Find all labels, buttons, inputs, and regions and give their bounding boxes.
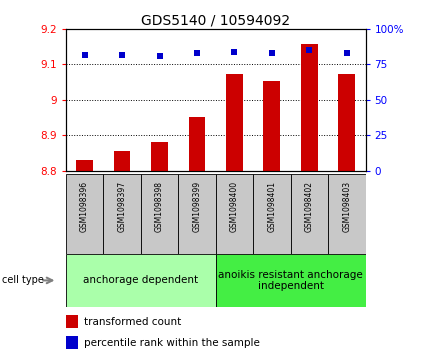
Text: transformed count: transformed count <box>84 317 181 327</box>
Text: GSM1098396: GSM1098396 <box>80 181 89 232</box>
Text: anoikis resistant anchorage
independent: anoikis resistant anchorage independent <box>218 270 363 291</box>
Bar <box>66 174 103 254</box>
Title: GDS5140 / 10594092: GDS5140 / 10594092 <box>141 14 290 28</box>
Point <box>119 52 125 57</box>
Text: GSM1098397: GSM1098397 <box>118 181 127 232</box>
Bar <box>76 160 93 171</box>
Text: GSM1098402: GSM1098402 <box>305 181 314 232</box>
Text: percentile rank within the sample: percentile rank within the sample <box>84 338 260 347</box>
Point <box>269 50 275 56</box>
Bar <box>264 81 280 171</box>
Text: GSM1098403: GSM1098403 <box>342 181 351 232</box>
Bar <box>215 174 253 254</box>
Bar <box>113 151 130 171</box>
Bar <box>66 315 78 329</box>
Bar <box>291 174 328 254</box>
Point <box>231 49 238 54</box>
Bar <box>151 142 168 171</box>
Bar <box>226 74 243 171</box>
Point <box>306 47 313 53</box>
Bar <box>301 44 318 171</box>
Bar <box>338 74 355 171</box>
Bar <box>328 174 366 254</box>
Text: GSM1098399: GSM1098399 <box>193 181 201 232</box>
Bar <box>141 174 178 254</box>
Text: GSM1098398: GSM1098398 <box>155 181 164 232</box>
Point <box>81 52 88 57</box>
Text: anchorage dependent: anchorage dependent <box>83 276 198 285</box>
Point <box>193 50 200 56</box>
Bar <box>66 254 215 307</box>
Bar <box>103 174 141 254</box>
Text: GSM1098400: GSM1098400 <box>230 181 239 232</box>
Bar <box>189 117 205 171</box>
Bar <box>253 174 291 254</box>
Bar <box>215 254 366 307</box>
Bar <box>178 174 215 254</box>
Point <box>343 50 350 56</box>
Text: cell type: cell type <box>2 276 44 285</box>
Text: GSM1098401: GSM1098401 <box>267 181 276 232</box>
Bar <box>66 336 78 349</box>
Point <box>156 53 163 59</box>
